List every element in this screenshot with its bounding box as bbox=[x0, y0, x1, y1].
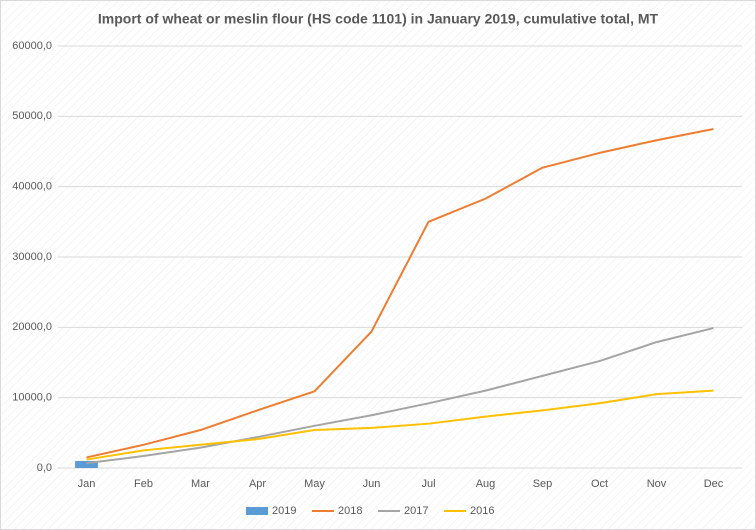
y-tick-label: 60000,0 bbox=[12, 40, 52, 52]
x-tick-label: Jun bbox=[363, 478, 381, 490]
y-tick-label: 30000,0 bbox=[12, 251, 52, 263]
x-tick-label: Oct bbox=[591, 478, 608, 490]
x-tick-label: May bbox=[304, 478, 325, 490]
y-tick-label: 10000,0 bbox=[12, 392, 52, 404]
x-tick-label: Dec bbox=[704, 478, 724, 490]
legend-label: 2017 bbox=[404, 505, 428, 517]
y-tick-label: 50000,0 bbox=[12, 110, 52, 122]
x-tick-label: Feb bbox=[134, 478, 153, 490]
x-tick-label: Sep bbox=[533, 478, 553, 490]
line bbox=[86, 327, 714, 465]
chart-title: Import of wheat or meslin flour (HS code… bbox=[98, 11, 659, 27]
legend-swatch bbox=[246, 507, 268, 515]
x-tick-label: Aug bbox=[476, 478, 496, 490]
legend-label: 2018 bbox=[338, 505, 362, 517]
line bbox=[86, 128, 714, 459]
y-tick-label: 40000,0 bbox=[12, 181, 52, 193]
x-tick-label: Jan bbox=[78, 478, 96, 490]
legend-label: 2016 bbox=[470, 505, 494, 517]
bar bbox=[75, 460, 98, 468]
legend-label: 2019 bbox=[272, 505, 296, 517]
x-tick-label: Mar bbox=[191, 478, 210, 490]
x-tick-label: Jul bbox=[421, 478, 435, 490]
line bbox=[86, 389, 714, 461]
y-tick-label: 20000,0 bbox=[12, 321, 52, 333]
x-tick-label: Nov bbox=[647, 478, 667, 490]
y-tick-label: 0,0 bbox=[37, 462, 52, 474]
x-tick-label: Apr bbox=[249, 478, 266, 490]
